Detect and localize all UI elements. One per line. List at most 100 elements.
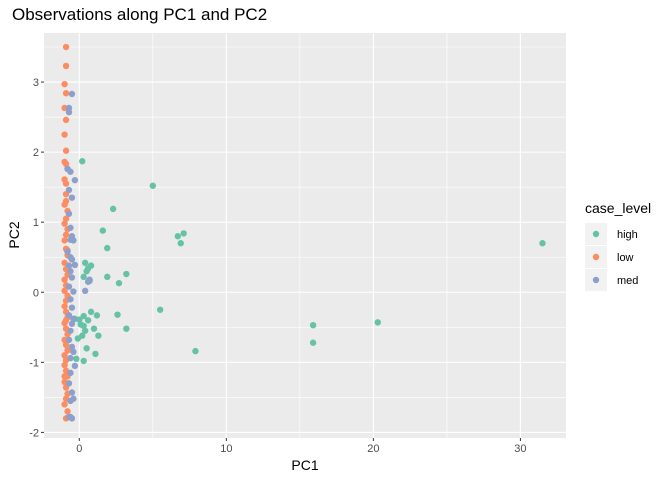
point-med: [81, 287, 89, 295]
legend-key-low: [592, 253, 600, 261]
point-med: [68, 256, 76, 263]
point-high: [73, 355, 80, 363]
y-tick-label: 3: [33, 77, 39, 89]
point-low: [62, 317, 70, 324]
point-med: [70, 395, 77, 402]
point-high: [104, 273, 111, 281]
point-low: [62, 160, 70, 168]
point-med: [65, 186, 73, 194]
point-low: [61, 80, 68, 88]
point-med: [68, 389, 76, 396]
point-high: [80, 273, 87, 281]
point-low: [61, 336, 68, 344]
point-low: [62, 90, 70, 97]
x-axis-ticks: 0 10 20 30: [76, 438, 527, 455]
y-tick-label: 1: [33, 217, 39, 229]
point-high: [156, 306, 164, 313]
point-med: [68, 415, 76, 422]
point-med: [65, 380, 73, 387]
point-high: [84, 317, 92, 324]
point-med: [68, 320, 76, 327]
point-high: [123, 270, 130, 278]
plot-panel: [44, 33, 566, 438]
point-med: [70, 348, 77, 356]
y-axis-ticks: -2 -1 0 1 2 3: [29, 77, 44, 439]
point-low: [61, 287, 68, 295]
point-med: [71, 176, 79, 184]
point-med: [71, 362, 79, 370]
point-high: [174, 233, 182, 240]
point-low: [62, 116, 70, 124]
point-low: [61, 303, 68, 310]
point-med: [65, 312, 73, 319]
point-med: [70, 315, 77, 323]
point-low: [64, 408, 71, 415]
point-high: [374, 319, 381, 326]
grid-lines: [44, 33, 566, 438]
point-high: [180, 230, 187, 237]
point-med: [68, 90, 76, 98]
point-high: [104, 244, 111, 252]
y-tick-label: 2: [33, 147, 39, 159]
point-high: [74, 335, 82, 342]
point-med: [65, 210, 73, 217]
y-tick-label: -1: [29, 357, 39, 369]
point-high: [81, 327, 89, 334]
point-low: [62, 180, 70, 187]
point-low: [61, 220, 68, 227]
point-low: [61, 352, 68, 359]
point-high: [93, 312, 101, 319]
point-med: [67, 296, 74, 303]
point-high: [80, 312, 87, 320]
point-low: [62, 62, 70, 70]
point-high: [95, 332, 102, 339]
legend-label-high: high: [617, 229, 638, 241]
point-high: [115, 279, 123, 287]
point-med: [64, 248, 71, 255]
chart-title: Observations along PC1 and PC2: [12, 5, 267, 24]
point-low: [61, 104, 68, 112]
point-low: [62, 43, 70, 51]
point-high: [149, 182, 157, 189]
y-tick-label: 0: [33, 287, 39, 299]
point-high: [309, 321, 317, 329]
point-low: [62, 231, 70, 238]
point-high: [79, 158, 86, 165]
point-high: [81, 259, 89, 267]
point-med: [65, 262, 73, 269]
point-high: [109, 205, 117, 213]
point-low: [64, 347, 71, 354]
x-tick-label: 0: [76, 443, 82, 455]
y-axis-title: PC2: [6, 221, 22, 248]
point-med: [68, 194, 76, 201]
point-low: [61, 131, 68, 138]
legend-label-low: low: [617, 252, 634, 264]
legend-entries: high low med: [585, 223, 638, 291]
point-med: [68, 304, 76, 311]
point-high: [87, 262, 95, 269]
x-tick-label: 20: [367, 443, 379, 455]
point-low: [61, 237, 68, 244]
legend-title: case_level: [585, 200, 651, 216]
point-med: [68, 343, 76, 351]
point-med: [71, 261, 79, 269]
y-tick-label: -2: [29, 427, 39, 439]
point-med: [70, 288, 77, 295]
point-high: [539, 240, 546, 247]
point-high: [90, 325, 98, 332]
legend-key-med: [592, 276, 600, 284]
point-med: [65, 283, 73, 290]
point-med: [67, 168, 74, 175]
legend: case_level high low med: [585, 200, 651, 291]
point-high: [177, 240, 184, 247]
point-med: [70, 237, 77, 244]
point-high: [92, 350, 99, 358]
point-med: [86, 276, 93, 283]
point-low: [62, 215, 70, 222]
point-low: [62, 147, 70, 154]
point-high: [83, 268, 90, 275]
point-med: [68, 274, 76, 281]
point-high: [123, 325, 130, 332]
point-low: [61, 276, 68, 283]
